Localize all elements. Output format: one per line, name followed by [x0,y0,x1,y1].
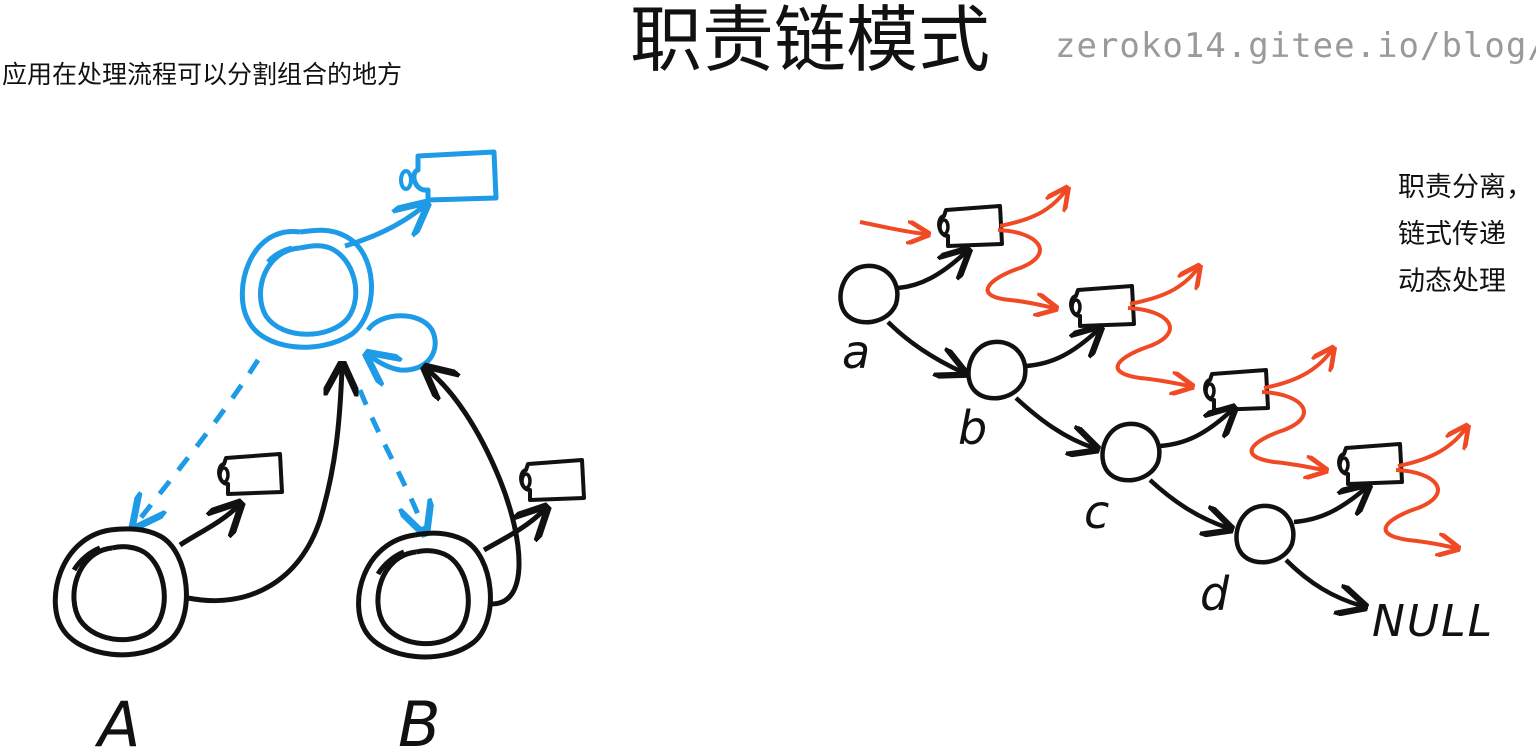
node-b [356,370,586,660]
node-b-label: B [398,688,441,754]
chain-label-a: a [842,325,870,379]
parent-handler [344,149,499,249]
chain-end-label: NULL [1372,596,1494,647]
left-diagram: A B [52,149,586,754]
chain-node-b [966,268,1198,448]
parent-node [239,227,438,370]
dashed-arrow-to-b [357,389,424,530]
node-a-label: A [94,688,140,754]
chain-node-a [838,190,1066,372]
chain-label-d: d [1200,567,1230,621]
dashed-arrow-to-a [136,358,261,524]
node-a [52,368,342,658]
chain-node-c [1100,350,1332,528]
chain-node-d [1234,428,1466,606]
chain-diagram: a b c d NULL [838,190,1494,647]
chain-label-c: c [1084,485,1109,539]
chain-label-b: b [958,401,987,455]
